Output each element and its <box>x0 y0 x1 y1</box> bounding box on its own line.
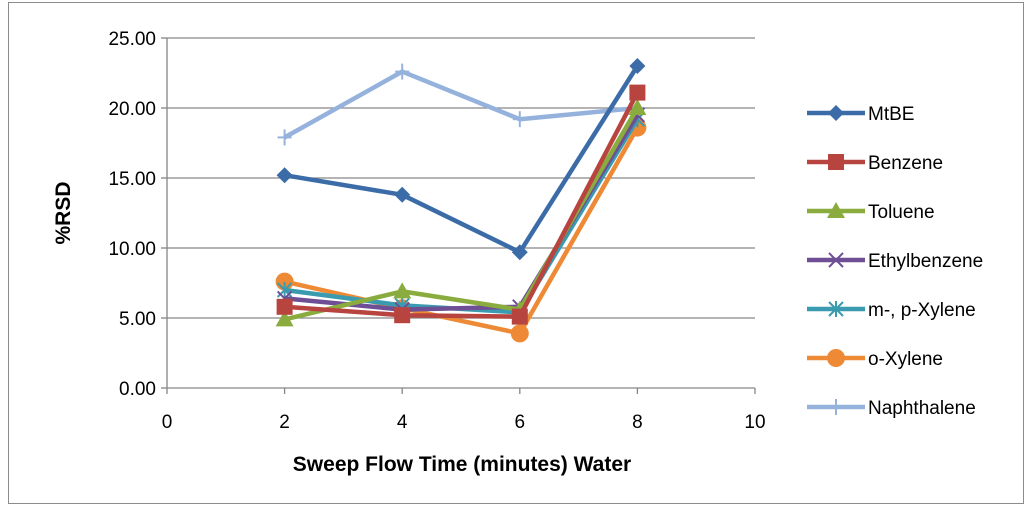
legend-item-benzene: Benzene <box>807 153 943 174</box>
x-marker <box>828 252 844 268</box>
legend-item-ethylbenzene: Ethylbenzene <box>807 251 983 272</box>
diamond-marker <box>828 105 844 121</box>
legend-label: Ethylbenzene <box>868 251 983 272</box>
y-tick-label: 10.00 <box>108 239 156 260</box>
legend-label: Toluene <box>868 202 935 223</box>
triangle-marker <box>393 282 412 299</box>
series-line <box>284 106 640 322</box>
series-line <box>284 64 640 255</box>
square-marker <box>511 308 528 325</box>
series-benzene <box>276 84 646 325</box>
x-tick-label: 0 <box>162 412 173 433</box>
triangle-marker <box>827 202 845 218</box>
x-tick-label: 6 <box>515 412 526 433</box>
square-marker <box>629 84 646 101</box>
legend-label: MtBE <box>868 104 914 125</box>
diamond-marker <box>629 58 646 74</box>
legend-item-m-p-xylene: m-, p-Xylene <box>807 300 976 321</box>
square-marker <box>828 154 844 170</box>
plus-marker <box>829 399 843 415</box>
x-axis-title: Sweep Flow Time (minutes) Water <box>293 453 631 476</box>
x-tick-label: 4 <box>397 412 408 433</box>
triangle-marker <box>275 310 294 327</box>
legend-label: Naphthalene <box>868 398 976 419</box>
legend: MtBE Benzene Toluene Ethylbenzene m-, p-Xyle… <box>807 104 983 419</box>
square-marker <box>394 307 411 324</box>
axes <box>161 37 756 394</box>
tick-labels: 0.00 5.00 10.00 15.00 20.00 25.00 0 2 4 6 8 10 <box>108 29 765 433</box>
legend-label: o-Xylene <box>868 349 943 370</box>
x-tick-label: 8 <box>632 412 643 433</box>
circle-marker <box>827 349 845 367</box>
y-tick-label: 5.00 <box>119 309 156 330</box>
diamond-marker <box>394 186 411 203</box>
legend-label: Benzene <box>868 153 943 174</box>
plus-marker <box>512 111 527 128</box>
triangle-marker <box>628 99 647 115</box>
series-lines <box>275 58 647 343</box>
legend-item-toluene: Toluene <box>807 202 935 223</box>
series-mtbe <box>276 58 646 261</box>
series-line <box>284 91 640 319</box>
legend-label: m-, p-Xylene <box>868 300 976 321</box>
series-line <box>284 113 640 312</box>
legend-item-mtbe: MtBE <box>807 104 914 125</box>
legend-item-o-xylene: o-Xylene <box>807 349 943 370</box>
y-tick-label: 0.00 <box>119 379 156 400</box>
plus-marker <box>277 129 292 146</box>
y-axis-title: %RSD <box>52 181 75 244</box>
x-tick-label: 10 <box>744 412 765 433</box>
legend-item-naphthalene: Naphthalene <box>807 398 976 419</box>
diamond-marker <box>511 244 528 261</box>
gridlines <box>167 37 755 319</box>
x-tick-label: 2 <box>279 412 290 433</box>
y-tick-label: 25.00 <box>108 29 156 50</box>
square-marker <box>276 298 293 315</box>
y-tick-label: 15.00 <box>108 169 156 190</box>
series-line <box>284 126 640 336</box>
circle-marker <box>510 324 529 343</box>
series-line <box>283 69 638 140</box>
diamond-marker <box>276 167 293 184</box>
y-tick-label: 20.00 <box>108 99 156 120</box>
asterisk-marker <box>828 301 844 317</box>
series-naphthalene <box>277 63 645 146</box>
plus-marker <box>395 63 410 80</box>
